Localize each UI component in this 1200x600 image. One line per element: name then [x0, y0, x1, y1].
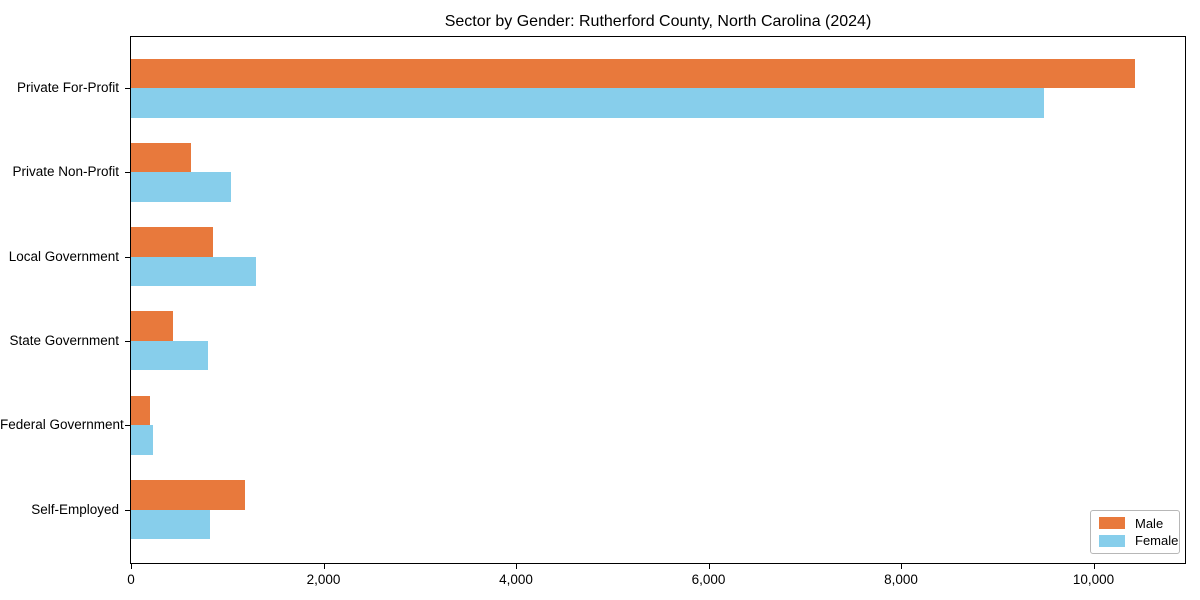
y-axis-tick-label-self-employed: Self-Employed — [31, 501, 119, 517]
legend-label-male: Male — [1135, 515, 1164, 531]
x-axis-tick-label-10-000: 10,000 — [1072, 572, 1115, 587]
y-axis-tick-label-state-government: State Government — [9, 332, 119, 348]
y-axis-tick-label-federal-government: Federal Government — [0, 417, 124, 433]
bar-male-state-government — [131, 311, 173, 341]
y-axis-tick-label-private-for-profit: Private For-Profit — [16, 80, 119, 95]
x-axis-tick-label-6-000: 6,000 — [691, 572, 726, 587]
bar-male-private-non-profit — [131, 142, 192, 173]
x-axis-tick-mark — [708, 564, 710, 569]
y-axis-tick-label-local-government: Local Government — [8, 248, 119, 264]
y-axis-tick-mark — [125, 256, 130, 258]
bar-male-private-for-profit — [131, 58, 1135, 88]
x-axis-tick-mark — [131, 564, 132, 569]
legend-item-female: Female — [1099, 533, 1178, 548]
bar-male-self-employed — [131, 480, 246, 510]
legend-label-female: Female — [1135, 533, 1179, 549]
bar-female-self-employed — [131, 509, 210, 539]
legend: Male Female — [1090, 510, 1180, 554]
x-axis-tick-label-8-000: 8,000 — [884, 572, 918, 587]
legend-swatch-female-icon — [1099, 534, 1125, 547]
y-axis-tick-mark — [125, 509, 130, 511]
x-axis-tick-mark — [323, 564, 325, 569]
bar-female-state-government — [131, 340, 209, 371]
plot-area — [130, 36, 1186, 564]
y-axis-tick-mark — [125, 340, 130, 342]
x-axis-tick-mark — [516, 564, 518, 569]
y-axis-tick-mark — [125, 172, 130, 174]
x-axis-tick-label-4-000: 4,000 — [499, 572, 533, 587]
y-axis-tick-mark — [125, 425, 130, 427]
bar-female-local-government — [131, 256, 257, 287]
bar-male-federal-government — [131, 395, 151, 426]
bar-female-private-for-profit — [131, 88, 1044, 118]
y-axis-tick-label-private-non-profit: Private Non-Profit — [12, 164, 119, 180]
chart-title: Sector by Gender: Rutherford County, Nor… — [444, 13, 872, 30]
bar-male-local-government — [131, 227, 214, 257]
bar-female-federal-government — [131, 425, 154, 455]
x-axis-tick-mark — [1093, 564, 1095, 569]
bar-female-private-non-profit — [131, 172, 232, 202]
legend-item-male: Male — [1099, 516, 1171, 531]
x-axis-tick-mark — [901, 564, 903, 569]
y-axis-tick-mark — [125, 88, 130, 89]
x-axis-tick-label-2-000: 2,000 — [306, 572, 341, 587]
legend-swatch-male-icon — [1099, 517, 1125, 530]
x-axis-tick-label-0: 0 — [127, 572, 135, 587]
